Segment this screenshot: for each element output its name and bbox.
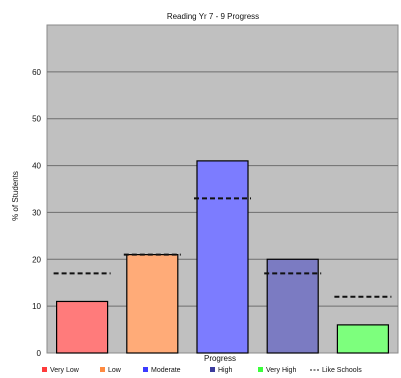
chart-title: Reading Yr 7 - 9 Progress: [167, 12, 259, 21]
y-tick-label: 60: [32, 68, 41, 77]
bars: [55, 160, 389, 354]
legend-label: Very High: [266, 367, 296, 374]
legend-swatch: [42, 367, 47, 372]
legend-label: High: [218, 367, 233, 374]
bar-low: [126, 254, 179, 354]
legend: Very Low Low Moderate High Very High Like Sch…: [42, 367, 362, 374]
legend-label: Like Schools: [322, 367, 362, 374]
bar-high: [266, 258, 319, 354]
y-axis-ticks: 0 10 20 30 40 50 60: [32, 68, 41, 358]
legend-swatch: [100, 367, 105, 372]
y-tick-label: 20: [32, 255, 41, 264]
y-tick-label: 40: [32, 162, 41, 171]
y-tick-label: 0: [37, 349, 42, 358]
y-tick-label: 50: [32, 115, 41, 124]
y-tick-label: 10: [32, 302, 41, 311]
bar-moderate: [196, 160, 249, 354]
y-tick-label: 30: [32, 208, 41, 217]
y-axis-label: % of Students: [11, 171, 20, 221]
legend-label: Very Low: [50, 367, 80, 374]
legend-swatch: [258, 367, 263, 372]
legend-label: Low: [108, 367, 122, 374]
legend-swatch: [210, 367, 215, 372]
x-axis-label: Progress: [204, 354, 236, 363]
legend-swatch: [143, 367, 148, 372]
bar-very-low: [55, 300, 109, 354]
bar-very-high: [336, 324, 389, 354]
legend-label: Moderate: [151, 367, 181, 374]
like-schools-markers: [53, 197, 392, 298]
